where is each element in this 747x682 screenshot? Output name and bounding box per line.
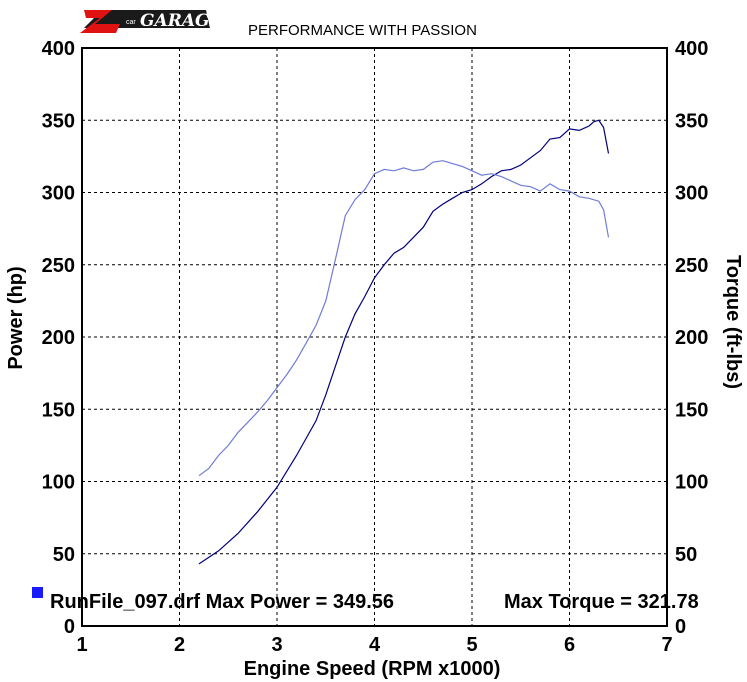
y-tick-label: 100	[42, 472, 75, 494]
y2-axis-ticks: 0 50 100 150 200 250 300 350 400	[675, 38, 708, 638]
y2-tick-label: 250	[675, 255, 708, 277]
series-group	[198, 119, 610, 565]
legend-max-torque: Max Torque = 321.78	[504, 591, 699, 613]
y-axis-ticks: 0 50 100 150 200 250 300 350 400	[42, 38, 75, 638]
y-tick-label: 300	[42, 183, 75, 205]
y2-axis-title: Torque (ft-lbs)	[722, 255, 744, 389]
x-tick-label: 1	[76, 634, 87, 656]
y2-tick-label: 350	[675, 110, 708, 132]
y2-tick-label: 400	[675, 38, 708, 60]
logo: car GARAGE	[80, 10, 224, 33]
logo-text: GARAGE	[140, 11, 224, 31]
y-tick-label: 50	[53, 544, 75, 566]
x-tick-label: 7	[661, 634, 672, 656]
logo-prefix: car	[126, 19, 136, 26]
y2-tick-label: 200	[675, 327, 708, 349]
y-tick-label: 200	[42, 327, 75, 349]
legend-max-power: RunFile_097.drf Max Power = 349.56	[50, 591, 394, 613]
x-tick-label: 5	[466, 634, 477, 656]
y2-tick-label: 50	[675, 544, 697, 566]
y-axis-title: Power (hp)	[5, 266, 27, 369]
x-tick-label: 4	[369, 634, 381, 656]
series-line-power	[198, 119, 610, 565]
legend-swatch	[32, 587, 43, 598]
x-axis-ticks: 1 2 3 4 5 6 7	[76, 634, 672, 656]
grid	[82, 48, 667, 626]
legend: RunFile_097.drf Max Power = 349.56 Max T…	[32, 587, 699, 613]
x-tick-label: 3	[271, 634, 282, 656]
y2-tick-label: 100	[675, 472, 708, 494]
y-tick-label: 150	[42, 399, 75, 421]
x-tick-label: 2	[174, 634, 185, 656]
x-tick-label: 6	[564, 634, 575, 656]
chart-subtitle: PERFORMANCE WITH PASSION	[248, 22, 477, 39]
y2-tick-label: 0	[675, 616, 686, 638]
y-tick-label: 250	[42, 255, 75, 277]
y-tick-label: 350	[42, 110, 75, 132]
series-line-torque	[198, 160, 610, 477]
y-tick-label: 0	[64, 616, 75, 638]
y2-tick-label: 300	[675, 183, 708, 205]
x-axis-title: Engine Speed (RPM x1000)	[244, 658, 501, 680]
y2-tick-label: 150	[675, 399, 708, 421]
y-tick-label: 400	[42, 38, 75, 60]
